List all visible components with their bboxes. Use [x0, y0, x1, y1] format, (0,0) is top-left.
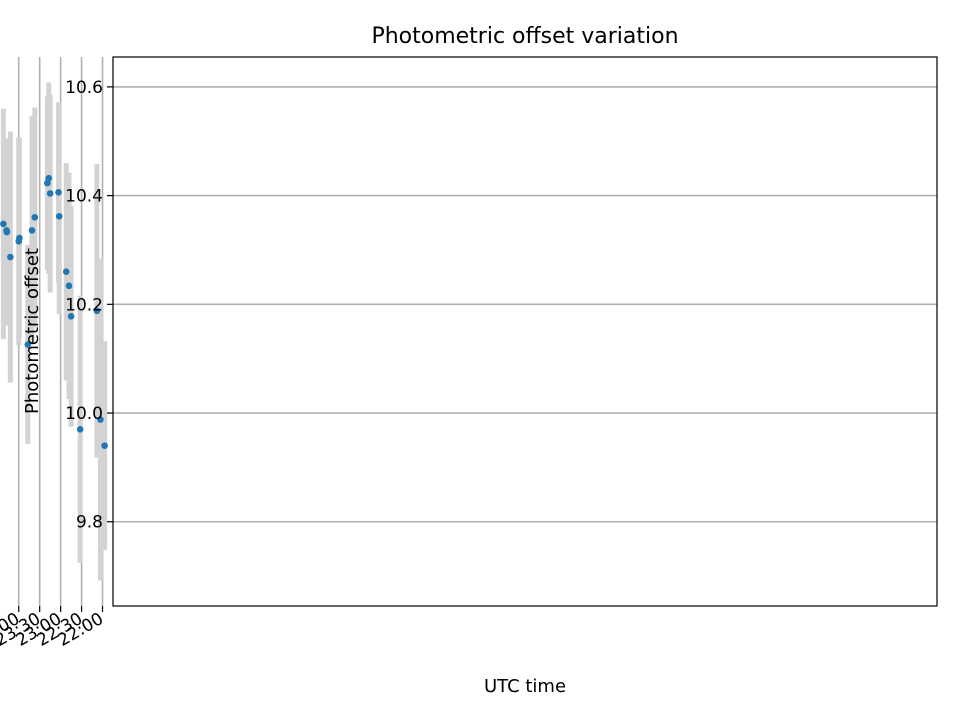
data-point	[93, 307, 101, 315]
plot-frame	[112, 56, 938, 607]
y-tick-label: 9.8	[76, 513, 103, 533]
data-point	[24, 341, 32, 348]
data-point	[101, 442, 108, 449]
data-point	[55, 212, 63, 220]
data-points	[0, 174, 108, 449]
data-point	[0, 220, 7, 228]
data-point	[55, 189, 62, 196]
data-point	[15, 237, 23, 245]
data-point	[62, 268, 70, 276]
data-point	[7, 253, 14, 261]
data-point	[97, 416, 104, 423]
data-point	[31, 214, 39, 221]
data-point	[46, 190, 54, 197]
data-point	[44, 179, 51, 187]
x-axis-label: UTC time	[484, 676, 566, 697]
data-point	[3, 227, 10, 234]
data-point	[65, 282, 73, 290]
grid	[17, 57, 937, 606]
y-tick-label: 10.0	[65, 404, 103, 424]
chart-title: Photometric offset variation	[371, 24, 678, 49]
y-tick-label: 10.6	[65, 78, 103, 98]
data-point	[67, 312, 75, 320]
y-axis-label: Photometric offset	[22, 248, 43, 414]
y-tick-label: 10.2	[65, 295, 103, 315]
y-tick-label: 10.4	[65, 187, 103, 207]
data-point	[76, 426, 84, 433]
error-bars	[0, 82, 108, 581]
data-point	[28, 227, 36, 234]
